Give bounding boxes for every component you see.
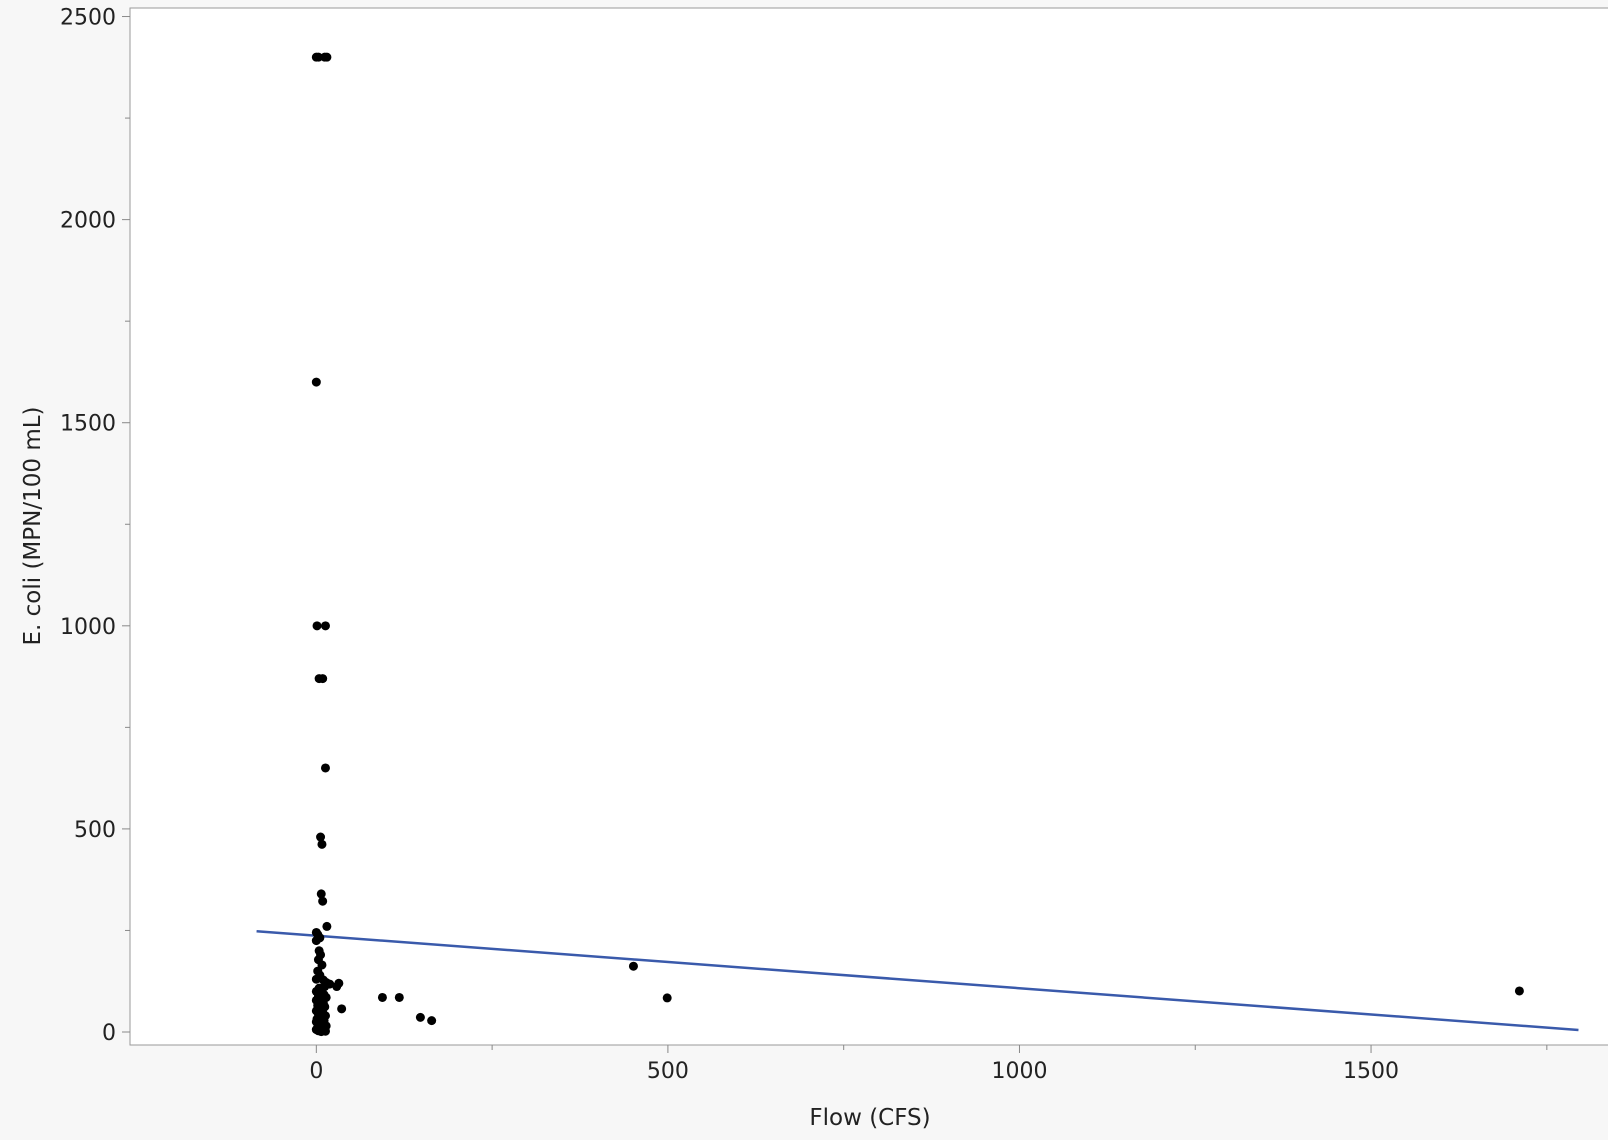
data-point xyxy=(311,377,321,387)
data-point xyxy=(427,1016,437,1026)
data-point xyxy=(315,933,325,943)
x-tick-label: 500 xyxy=(647,1059,689,1084)
y-tick-label: 2500 xyxy=(60,6,116,31)
data-point xyxy=(662,993,672,1003)
axes-layer: 0 500 1000 1500 2000 2500 0 500 1000 1500 xyxy=(60,6,1548,1084)
y-axis-label: E. coli (MPN/100 mL) xyxy=(20,406,46,645)
y-tick-label: 2000 xyxy=(60,209,116,234)
data-point xyxy=(415,1012,425,1022)
data-point xyxy=(316,832,326,842)
x-axis-label: Flow (CFS) xyxy=(809,1105,930,1131)
x-tick-label: 1500 xyxy=(1343,1059,1399,1084)
x-tick-label: 0 xyxy=(309,1059,323,1084)
data-point xyxy=(322,921,332,931)
points-layer xyxy=(311,52,1524,1037)
y-tick-label: 0 xyxy=(102,1021,116,1046)
data-point xyxy=(313,52,323,62)
data-point xyxy=(318,674,328,684)
y-tick-label: 1500 xyxy=(60,412,116,437)
y-tick-label: 1000 xyxy=(60,615,116,640)
data-point xyxy=(311,974,321,984)
data-point xyxy=(317,839,327,849)
data-point xyxy=(628,961,638,971)
data-point xyxy=(316,1027,326,1037)
data-point xyxy=(322,52,332,62)
data-point xyxy=(394,992,404,1002)
data-point xyxy=(320,621,330,631)
data-point xyxy=(334,978,344,988)
data-point xyxy=(312,621,322,631)
y-tick-label: 500 xyxy=(74,818,116,843)
plot-area xyxy=(129,7,1608,1046)
data-point xyxy=(320,763,330,773)
data-point xyxy=(337,1004,347,1014)
data-point xyxy=(318,896,328,906)
data-point xyxy=(1514,986,1524,996)
data-point xyxy=(377,992,387,1002)
fit-line xyxy=(256,930,1579,1032)
data-point xyxy=(316,889,326,899)
x-tick-label: 1000 xyxy=(991,1059,1047,1084)
fit-line-layer xyxy=(256,930,1579,1032)
